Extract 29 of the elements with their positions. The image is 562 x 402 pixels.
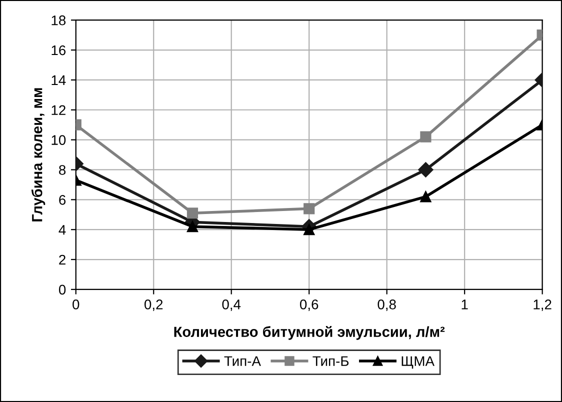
legend-label: Тип-Б: [312, 356, 349, 366]
point: [420, 191, 432, 202]
x-tick-label: 0,2: [144, 300, 163, 312]
legend-label: ЩМА: [402, 356, 434, 369]
y-tick-label: 16: [52, 45, 66, 56]
y-tick-label: 2: [59, 254, 66, 265]
point: [186, 221, 198, 232]
y-tick-label: 12: [52, 105, 66, 115]
y-tick-label: 4: [58, 225, 66, 235]
x-tick-label: 1,2: [534, 300, 552, 312]
x-tick-label: 0,6: [300, 300, 318, 312]
x-tick-label: 0,8: [378, 300, 396, 312]
y-tick-label: 14: [52, 75, 66, 85]
x-tick-label: 0,4: [222, 300, 241, 312]
legend-label: Тип-А: [224, 356, 261, 366]
y-tick-label: 18: [52, 15, 66, 26]
y-tick-label: 6: [59, 194, 66, 205]
point: [186, 208, 198, 219]
point: [304, 203, 315, 214]
point: [420, 131, 432, 142]
y-tick-label: 8: [59, 165, 66, 175]
y-tick-label: 0: [58, 284, 66, 295]
y-axis-title: Глубина колеи, мм: [31, 88, 46, 222]
x-axis-title: Количество битумной эмульсии, л/м²: [174, 326, 445, 340]
point: [304, 224, 315, 236]
x-tick-label: 0: [72, 300, 80, 310]
point: [418, 162, 434, 178]
x-tick-label: 1: [462, 300, 468, 310]
y-tick-label: 10: [52, 135, 66, 145]
